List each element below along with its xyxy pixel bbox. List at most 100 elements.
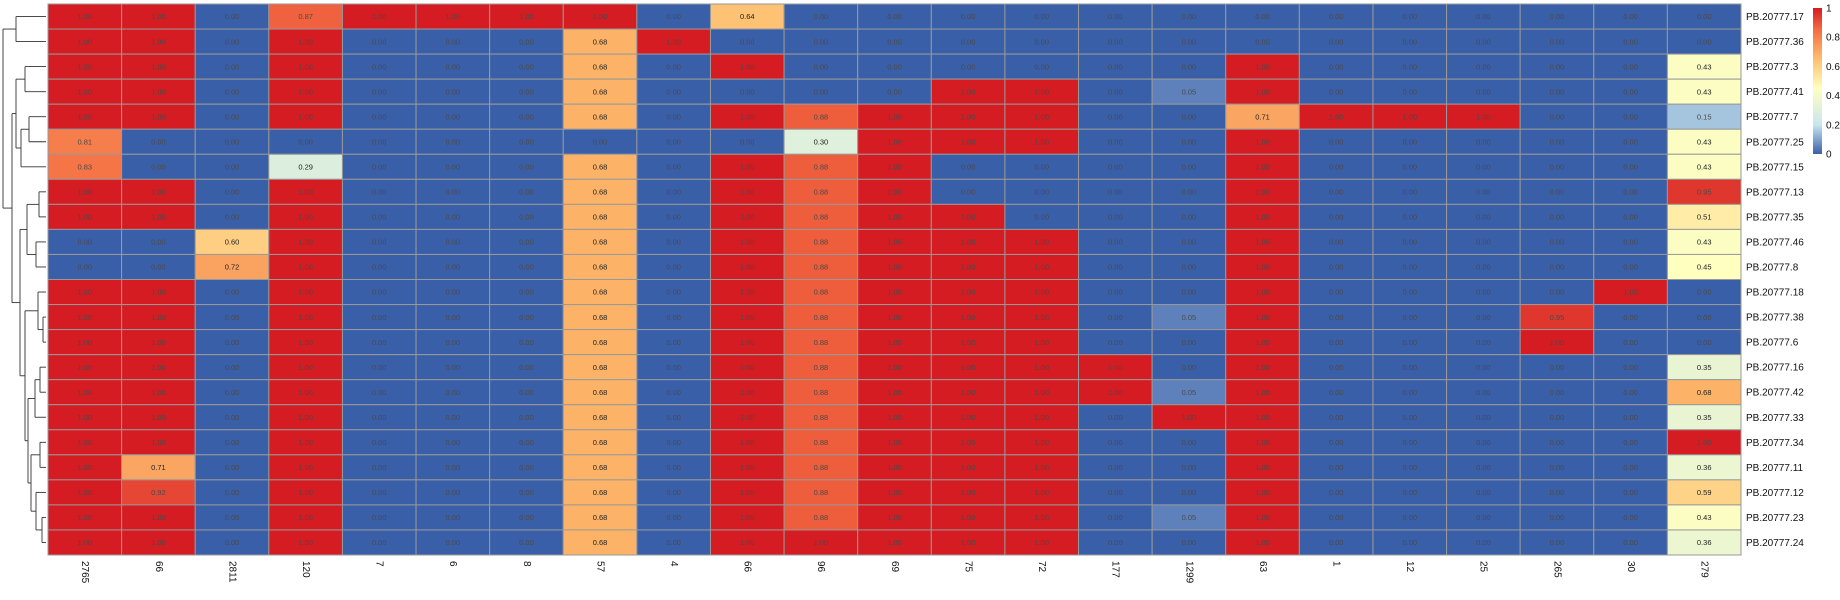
cell-value-label: 1.00 (740, 213, 755, 222)
cell-value-label: 1.00 (1697, 438, 1712, 447)
cell-value-label: 1.00 (151, 188, 166, 197)
cell-value-label: 0.00 (225, 62, 240, 71)
cell-value-label: 0.00 (1623, 438, 1638, 447)
cell-value-label: 0.00 (887, 12, 902, 21)
cell-value-label: 1.00 (887, 488, 902, 497)
cell-value-label: 0.30 (814, 137, 829, 146)
heatmap-cell (415, 279, 491, 306)
cell-value-label: 0.00 (519, 87, 534, 96)
cell-value-label: 0.68 (593, 313, 608, 322)
heatmap-cell (121, 529, 196, 556)
cell-value-label: 0.00 (225, 112, 240, 121)
cell-value-label: 0.00 (1108, 188, 1123, 197)
cell-value-label: 0.00 (446, 238, 461, 247)
cell-value-label: 1.00 (1108, 363, 1123, 372)
cell-value-label: 1.00 (1255, 388, 1270, 397)
cell-value-label: 1.00 (77, 87, 92, 96)
cell-value-label: 0.00 (446, 363, 461, 372)
cell-value-label: 1.00 (1255, 463, 1270, 472)
heatmap-cell (1151, 103, 1227, 130)
column-label: 6 (447, 561, 458, 567)
cell-value-label: 1.00 (1255, 288, 1270, 297)
cell-value-label: 0.00 (666, 12, 681, 21)
cell-value-label: 1.00 (887, 413, 902, 422)
legend-tick-label: 1 (1826, 4, 1832, 15)
row-label: PB.20777.34 (1746, 438, 1804, 449)
cell-value-label: 0.68 (593, 112, 608, 121)
heatmap-cell (1593, 253, 1668, 280)
heatmap-cell (930, 128, 1006, 155)
cell-value-label: 0.00 (666, 538, 681, 547)
heatmap-cell (1078, 529, 1153, 556)
cell-value-label: 1.00 (740, 413, 755, 422)
cell-value-label: 1.00 (77, 513, 92, 522)
cell-value-label: 0.00 (1623, 488, 1638, 497)
heatmap-cell (1519, 354, 1595, 381)
cell-value-label: 0.00 (1182, 188, 1197, 197)
cell-value-label: 0.88 (814, 388, 829, 397)
heatmap-cell (709, 304, 785, 331)
cell-value-label: 0.00 (446, 338, 461, 347)
column-label: 66 (742, 561, 753, 573)
cell-value-label: 1.00 (298, 188, 313, 197)
heatmap-cell (930, 379, 1006, 406)
cell-value-label: 0.00 (666, 388, 681, 397)
cell-value-label: 0.00 (1402, 313, 1417, 322)
cell-value-label: 0.00 (1182, 12, 1197, 21)
heatmap-cell (1372, 178, 1448, 205)
heatmap-cell (562, 178, 638, 205)
cell-value-label: 0.95 (1697, 188, 1712, 197)
heatmap-cell (636, 379, 711, 406)
cell-value-label: 0.00 (1182, 238, 1197, 247)
cell-value-label: 1.00 (1255, 238, 1270, 247)
heatmap-cell (1372, 529, 1448, 556)
heatmap-cell (1225, 354, 1300, 381)
cell-value-label: 0.00 (666, 338, 681, 347)
cell-value-label: 1.00 (298, 463, 313, 472)
cell-value-label: 0.00 (1108, 313, 1123, 322)
cell-value-label: 0.00 (77, 238, 92, 247)
cell-value-label: 1.00 (298, 363, 313, 372)
heatmap-cell (47, 529, 123, 556)
heatmap-cell (1519, 178, 1595, 205)
heatmap-cell (121, 454, 196, 481)
cell-value-label: 0.00 (1034, 213, 1049, 222)
cell-value-label: 0.00 (961, 163, 976, 172)
cell-value-label: 1.00 (1034, 363, 1049, 372)
cell-value-label: 0.68 (593, 62, 608, 71)
cell-value-label: 0.72 (225, 263, 240, 272)
cell-value-label: 1.00 (1255, 513, 1270, 522)
heatmap-cell (268, 479, 343, 506)
heatmap-cell (1004, 203, 1080, 230)
cell-value-label: 0.00 (1182, 137, 1197, 146)
heatmap-cell (194, 78, 270, 105)
heatmap-cell (1593, 304, 1668, 331)
heatmap-cell (1298, 203, 1374, 230)
heatmap-cell (47, 28, 123, 55)
cell-value-label: 0.00 (1034, 163, 1049, 172)
cell-value-label: 0.00 (1550, 213, 1565, 222)
row-label: PB.20777.17 (1746, 12, 1804, 23)
heatmap-cell (1593, 153, 1668, 180)
row-label: PB.20777.38 (1746, 313, 1804, 324)
heatmap-cell (194, 429, 270, 456)
cell-value-label: 0.00 (1402, 288, 1417, 297)
cell-value-label: 0.00 (225, 288, 240, 297)
heatmap-cell (1372, 128, 1448, 155)
heatmap-cell (341, 529, 417, 556)
cell-value-label: 0.00 (887, 37, 902, 46)
cell-value-label: 0.00 (1402, 438, 1417, 447)
cell-value-label: 1.00 (961, 112, 976, 121)
cell-value-label: 0.43 (1697, 513, 1712, 522)
cell-value-label: 0.00 (77, 263, 92, 272)
cell-value-label: 0.00 (446, 438, 461, 447)
heatmap-cell (1372, 253, 1448, 280)
cell-value-label: 1.00 (887, 463, 902, 472)
cell-value-label: 1.00 (151, 12, 166, 21)
heatmap-cell (857, 3, 932, 30)
cell-value-label: 0.00 (1550, 163, 1565, 172)
cell-value-label: 0.68 (593, 238, 608, 247)
cell-value-label: 1.00 (1034, 288, 1049, 297)
cell-value-label: 1.00 (887, 238, 902, 247)
cell-value-label: 0.00 (1550, 188, 1565, 197)
